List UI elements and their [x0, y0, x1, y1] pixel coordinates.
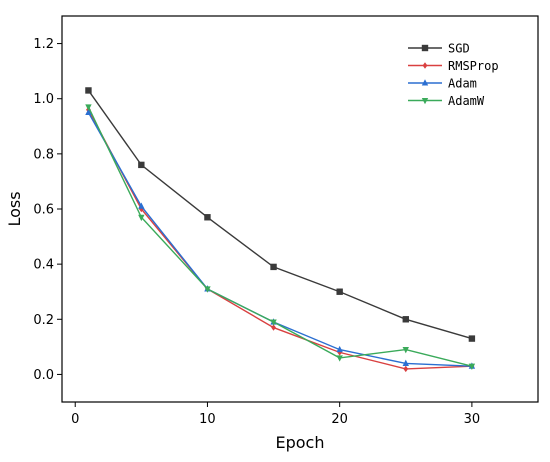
legend-label: Adam: [448, 77, 477, 91]
x-tick-label: 0: [71, 412, 79, 427]
data-point-sgd: [85, 87, 92, 94]
legend-marker: [422, 62, 428, 69]
data-point-sgd: [270, 263, 277, 271]
x-tick-label: 10: [199, 412, 216, 427]
data-point-adam: [402, 359, 409, 366]
legend-item-rmsprop: RMSProp: [408, 59, 499, 73]
data-point-adam: [85, 108, 92, 116]
y-tick-label: 0.6: [33, 203, 54, 218]
y-tick-label: 0.2: [33, 313, 54, 328]
legend-marker: [421, 97, 429, 105]
series-layer: [85, 87, 476, 373]
legend-item-adam: Adam: [408, 77, 477, 91]
plot-frame: [61, 15, 539, 403]
data-point-adam: [336, 345, 343, 353]
data-point-adamw: [85, 104, 92, 111]
data-point-sgd: [138, 161, 145, 169]
y-axis-title: Loss: [5, 191, 24, 226]
x-axis-title: Epoch: [276, 433, 325, 452]
data-point-rmsprop: [138, 205, 144, 213]
series-line-adam: [87, 112, 472, 367]
data-point-adamw: [402, 347, 409, 354]
legend-label: SGD: [448, 42, 470, 56]
data-point-rmsprop: [403, 365, 409, 373]
legend-item-adamw: AdamW: [408, 94, 485, 108]
data-point-sgd: [402, 316, 409, 323]
series-line-rmsprop: [87, 109, 472, 370]
legend-label: AdamW: [448, 94, 485, 108]
legend-marker: [421, 79, 429, 86]
x-tick-label: 30: [464, 412, 481, 427]
legend-item-sgd: SGD: [408, 42, 470, 56]
data-point-sgd: [204, 214, 211, 221]
legend-label: RMSProp: [448, 59, 499, 73]
data-point-adamw: [270, 319, 277, 326]
data-point-rmsprop: [271, 324, 276, 331]
series-adamw: [85, 104, 476, 370]
legend-marker: [421, 44, 429, 52]
series-rmsprop: [86, 106, 475, 373]
y-tick-label: 0.0: [33, 368, 54, 383]
data-point-adam: [138, 202, 145, 209]
x-tick-label: 20: [331, 412, 348, 427]
y-axis: 0.0 0.2 0.4 0.6 0.8 1.0 1.2: [33, 37, 62, 383]
data-point-adamw: [336, 355, 343, 362]
y-tick-label: 1.2: [33, 37, 54, 52]
x-axis: 0 10 20 30: [71, 402, 480, 427]
data-point-sgd: [468, 335, 476, 342]
plot-area: [61, 15, 539, 403]
data-point-adamw: [468, 363, 476, 370]
legend: SGD RMSProp Adam AdamW: [408, 42, 499, 108]
y-tick-label: 0.4: [33, 258, 54, 273]
y-tick-label: 0.8: [33, 147, 54, 162]
data-point-sgd: [336, 288, 343, 295]
y-tick-label: 1.0: [33, 92, 54, 107]
series-sgd: [85, 87, 476, 342]
data-point-adamw: [204, 286, 211, 293]
data-point-adamw: [138, 214, 145, 222]
series-line-adamw: [87, 106, 473, 367]
